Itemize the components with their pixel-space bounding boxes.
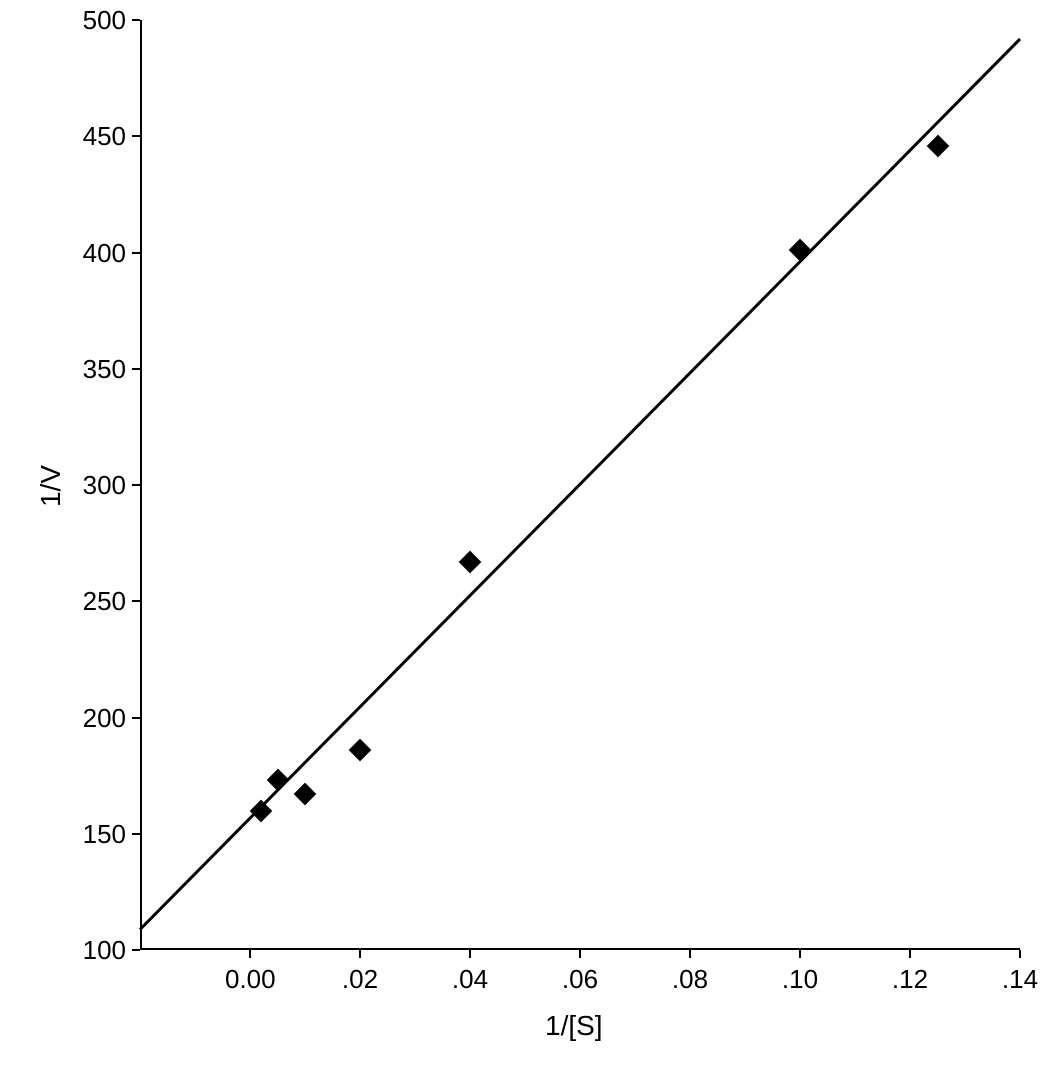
y-tick-label: 400: [83, 238, 126, 269]
y-tick-mark: [132, 252, 140, 254]
x-tick-mark: [909, 950, 911, 958]
x-tick-mark: [1019, 950, 1021, 958]
chart-container: 100 150 200 250 300 350 400 450 500 0.00 .02 .04 .0…: [0, 0, 1044, 1071]
x-tick-label: .06: [555, 964, 605, 995]
y-tick-mark: [132, 484, 140, 486]
y-tick-label: 150: [83, 819, 126, 850]
y-tick-label: 250: [83, 586, 126, 617]
x-tick-label: .10: [775, 964, 825, 995]
y-tick-mark: [132, 833, 140, 835]
x-tick-mark: [799, 950, 801, 958]
x-tick-mark: [469, 950, 471, 958]
y-tick-mark: [132, 949, 140, 951]
x-tick-mark: [249, 950, 251, 958]
x-tick-mark: [579, 950, 581, 958]
x-tick-label: .02: [335, 964, 385, 995]
y-tick-mark: [132, 368, 140, 370]
x-tick-mark: [359, 950, 361, 958]
y-tick-mark: [132, 19, 140, 21]
y-tick-label: 100: [83, 935, 126, 966]
y-tick-label: 450: [83, 121, 126, 152]
x-tick-label: .04: [445, 964, 495, 995]
y-tick-label: 500: [83, 5, 126, 36]
y-tick-mark: [132, 717, 140, 719]
x-tick-mark: [689, 950, 691, 958]
x-tick-label: 0.00: [225, 964, 275, 995]
y-axis-label: 1/V: [35, 465, 67, 507]
y-tick-mark: [132, 135, 140, 137]
x-tick-label: .14: [995, 964, 1044, 995]
y-tick-label: 350: [83, 354, 126, 385]
y-tick-label: 300: [83, 470, 126, 501]
x-tick-label: .08: [665, 964, 715, 995]
x-tick-label: .12: [885, 964, 935, 995]
y-tick-label: 200: [83, 703, 126, 734]
x-axis-label: 1/[S]: [545, 1010, 603, 1042]
y-tick-mark: [132, 600, 140, 602]
